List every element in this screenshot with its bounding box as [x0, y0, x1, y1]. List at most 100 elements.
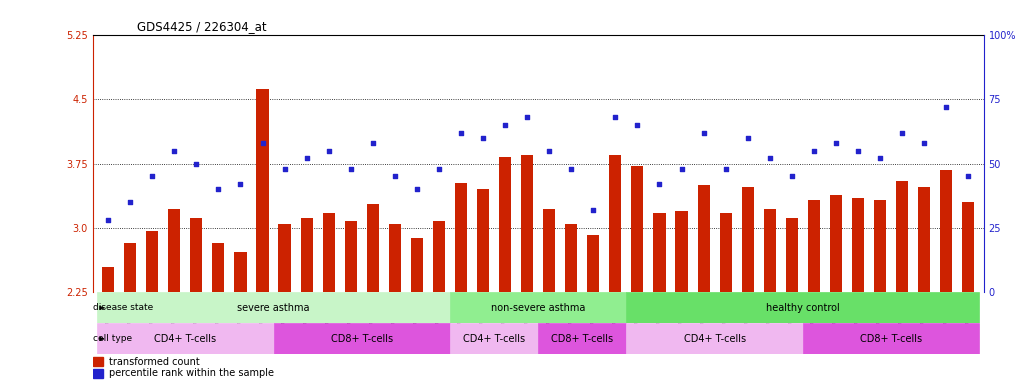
Bar: [631, 166, 644, 293]
Bar: [896, 181, 908, 293]
Point: [871, 155, 888, 161]
Text: CD4+ T-cells: CD4+ T-cells: [684, 334, 746, 344]
Point: [519, 114, 536, 120]
Point: [585, 207, 602, 213]
Point: [607, 114, 623, 120]
Bar: [763, 209, 776, 293]
Bar: [274, 323, 450, 354]
Bar: [940, 169, 952, 293]
Bar: [626, 293, 980, 323]
Point: [541, 147, 557, 154]
Bar: [125, 243, 136, 293]
Text: percentile rank within the sample: percentile rank within the sample: [109, 368, 274, 378]
Bar: [301, 218, 313, 293]
Bar: [565, 224, 578, 293]
Bar: [278, 224, 290, 293]
Bar: [742, 187, 754, 293]
Bar: [626, 323, 802, 354]
Text: CD4+ T-cells: CD4+ T-cells: [154, 334, 216, 344]
Text: CD8+ T-cells: CD8+ T-cells: [551, 334, 613, 344]
Point: [299, 155, 315, 161]
Point: [828, 140, 845, 146]
Point: [386, 173, 403, 179]
Bar: [168, 209, 180, 293]
Bar: [212, 243, 225, 293]
Bar: [97, 293, 450, 323]
Bar: [477, 189, 489, 293]
Bar: [653, 212, 665, 293]
Point: [960, 173, 976, 179]
Point: [409, 186, 425, 192]
Point: [761, 155, 778, 161]
Text: CD8+ T-cells: CD8+ T-cells: [860, 334, 922, 344]
Bar: [830, 195, 842, 293]
Bar: [962, 202, 974, 293]
Bar: [450, 293, 626, 323]
Text: non-severe asthma: non-severe asthma: [491, 303, 585, 313]
Bar: [367, 204, 379, 293]
Point: [365, 140, 381, 146]
Bar: [256, 89, 269, 293]
Bar: [873, 200, 886, 293]
Point: [232, 181, 248, 187]
Text: healthy control: healthy control: [766, 303, 839, 313]
Bar: [499, 157, 511, 293]
Bar: [93, 357, 103, 366]
Text: CD4+ T-cells: CD4+ T-cells: [464, 334, 525, 344]
Bar: [587, 235, 599, 293]
Bar: [543, 209, 555, 293]
Point: [805, 147, 822, 154]
Point: [629, 122, 646, 128]
Text: disease state: disease state: [93, 303, 153, 313]
Bar: [388, 224, 401, 293]
Bar: [676, 211, 688, 293]
Point: [938, 104, 955, 110]
Point: [496, 122, 513, 128]
Point: [651, 181, 667, 187]
Bar: [97, 323, 274, 354]
Text: GDS4425 / 226304_at: GDS4425 / 226304_at: [137, 20, 267, 33]
Point: [122, 199, 138, 205]
Bar: [786, 218, 798, 293]
Bar: [146, 230, 159, 293]
Bar: [93, 369, 103, 377]
Bar: [538, 323, 626, 354]
Bar: [610, 155, 621, 293]
Point: [916, 140, 932, 146]
Point: [475, 135, 491, 141]
Bar: [433, 221, 445, 293]
Bar: [450, 323, 538, 354]
Text: CD8+ T-cells: CD8+ T-cells: [331, 334, 392, 344]
Bar: [322, 212, 335, 293]
Point: [254, 140, 271, 146]
Point: [166, 147, 182, 154]
Bar: [852, 198, 864, 293]
Point: [717, 166, 733, 172]
Bar: [521, 155, 534, 293]
Point: [276, 166, 293, 172]
Point: [695, 129, 712, 136]
Point: [674, 166, 690, 172]
Bar: [235, 252, 246, 293]
Point: [144, 173, 161, 179]
Point: [431, 166, 447, 172]
Bar: [697, 185, 710, 293]
Point: [784, 173, 800, 179]
Point: [320, 147, 337, 154]
Point: [100, 217, 116, 223]
Bar: [191, 218, 203, 293]
Bar: [918, 187, 930, 293]
Bar: [411, 238, 423, 293]
Point: [188, 161, 205, 167]
Bar: [808, 200, 820, 293]
Bar: [455, 183, 467, 293]
Bar: [345, 221, 356, 293]
Bar: [102, 266, 114, 293]
Point: [210, 186, 227, 192]
Point: [894, 129, 911, 136]
Text: transformed count: transformed count: [109, 357, 200, 367]
Text: severe asthma: severe asthma: [237, 303, 310, 313]
Point: [343, 166, 359, 172]
Bar: [720, 212, 731, 293]
Text: cell type: cell type: [93, 334, 132, 343]
